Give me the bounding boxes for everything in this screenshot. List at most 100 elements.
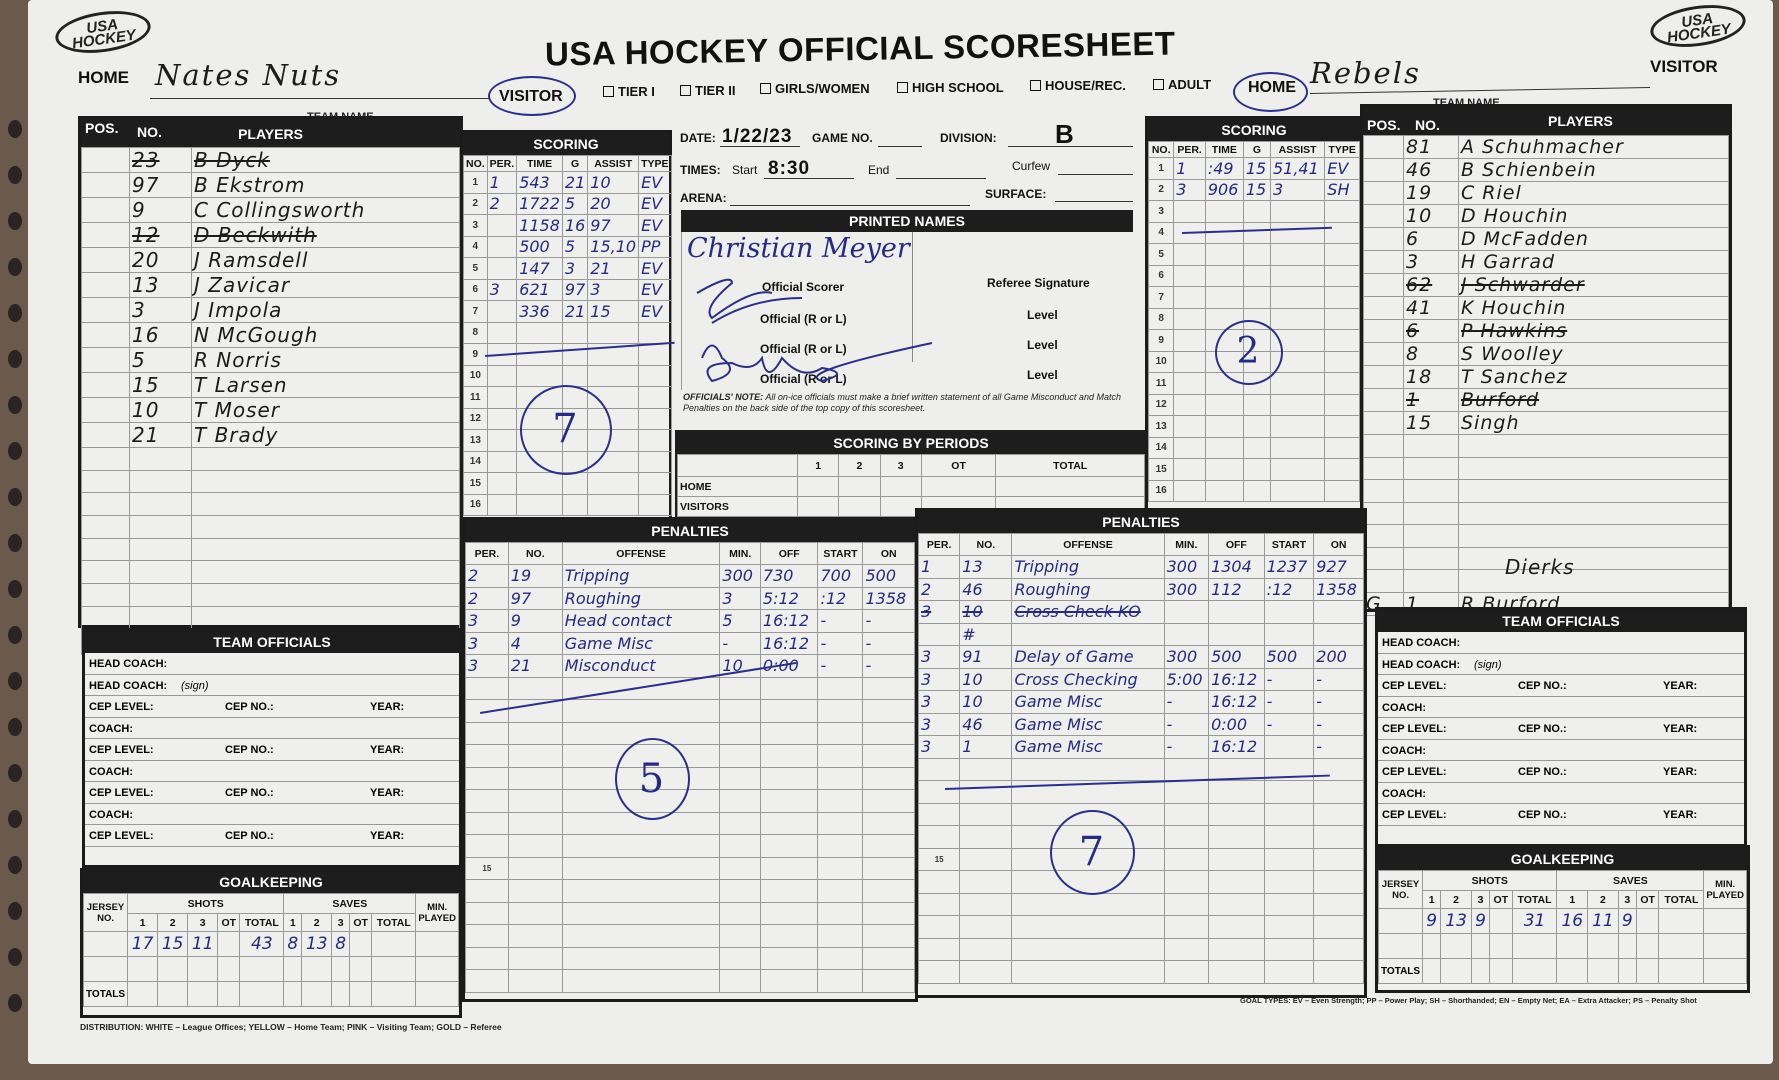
- penalty-min-cell[interactable]: [1163, 870, 1210, 894]
- penalty-offense-cell[interactable]: Tripping: [561, 564, 721, 588]
- penalty-min-cell[interactable]: 300: [1163, 645, 1210, 669]
- pos-cell[interactable]: [1363, 524, 1404, 548]
- pos-cell[interactable]: [81, 147, 130, 173]
- scoring-type-cell[interactable]: EV: [638, 192, 672, 215]
- scoring-assist-cell[interactable]: 51,41: [1269, 157, 1326, 180]
- gk-shots-cell[interactable]: [1470, 933, 1491, 959]
- penalty-no-cell[interactable]: [507, 766, 563, 790]
- scoring-per-cell[interactable]: [486, 235, 518, 258]
- gk-saves-cell[interactable]: [331, 956, 351, 982]
- player-name-cell[interactable]: D McFadden: [1458, 227, 1729, 251]
- scoring-type-cell[interactable]: PP: [638, 235, 672, 258]
- min-played-cell[interactable]: [415, 956, 459, 982]
- penalty-start-cell[interactable]: [1263, 825, 1315, 849]
- penalty-min-cell[interactable]: [719, 834, 761, 858]
- penalty-per-cell[interactable]: [465, 766, 509, 790]
- number-cell[interactable]: [1403, 501, 1459, 525]
- scoring-assist-cell[interactable]: 15,10: [587, 235, 640, 258]
- penalty-on-cell[interactable]: [1313, 825, 1364, 849]
- penalty-on-cell[interactable]: [862, 946, 915, 970]
- number-cell[interactable]: 21: [129, 422, 192, 448]
- scoring-time-cell[interactable]: [1204, 393, 1244, 416]
- pos-cell[interactable]: [1363, 250, 1404, 274]
- player-name-cell[interactable]: [1458, 456, 1729, 480]
- penalty-off-cell[interactable]: 16:12: [1208, 735, 1265, 759]
- scoring-assist-cell[interactable]: [587, 472, 640, 495]
- penalty-off-cell[interactable]: [759, 744, 819, 768]
- scoring-type-cell[interactable]: EV: [638, 257, 672, 280]
- gk-shots-cell[interactable]: [217, 956, 241, 982]
- penalty-no-cell[interactable]: [507, 789, 563, 813]
- penalty-per-cell[interactable]: 3: [465, 631, 509, 655]
- player-name-cell[interactable]: R Norris: [191, 347, 460, 373]
- penalty-start-cell[interactable]: -: [1263, 667, 1315, 691]
- penalty-start-cell[interactable]: [817, 766, 864, 790]
- penalty-offense-cell[interactable]: [1011, 757, 1165, 781]
- penalty-per-cell[interactable]: [917, 757, 961, 781]
- scoring-time-cell[interactable]: [516, 493, 563, 516]
- gk-saves-cell[interactable]: [283, 956, 303, 982]
- penalty-off-cell[interactable]: 16:12: [1208, 667, 1265, 691]
- player-name-cell[interactable]: C Collingsworth: [191, 197, 460, 223]
- penalty-per-cell[interactable]: 3: [917, 600, 961, 624]
- scoring-type-cell[interactable]: [1324, 393, 1360, 416]
- gk-shots-cell[interactable]: 17: [127, 931, 159, 957]
- scoring-type-cell[interactable]: [638, 493, 672, 516]
- penalty-min-cell[interactable]: 300: [719, 564, 761, 588]
- penalty-min-cell[interactable]: 300: [1163, 555, 1210, 579]
- player-name-cell[interactable]: D Houchin: [1458, 204, 1729, 228]
- gk-shots-cell[interactable]: [1489, 908, 1513, 934]
- gk-saves-cell[interactable]: [1587, 958, 1619, 984]
- gk-shots-cell[interactable]: 31: [1511, 908, 1558, 934]
- penalty-off-cell[interactable]: 16:12: [759, 609, 819, 633]
- scoring-per-cell[interactable]: 3: [1173, 178, 1206, 201]
- scoring-time-cell[interactable]: [1204, 200, 1244, 223]
- scoring-g-cell[interactable]: [1242, 286, 1271, 309]
- scoring-assist-cell[interactable]: 97: [587, 214, 640, 237]
- player-name-cell[interactable]: Burford: [1458, 388, 1729, 412]
- penalty-per-cell[interactable]: [917, 892, 961, 916]
- gk-saves-cell[interactable]: 8: [331, 931, 351, 957]
- penalty-offense-cell[interactable]: Head contact: [561, 609, 721, 633]
- number-cell[interactable]: 46: [1403, 158, 1459, 182]
- scoring-time-cell[interactable]: [1204, 264, 1244, 287]
- period-score-cell[interactable]: [920, 476, 997, 497]
- pos-cell[interactable]: [1363, 456, 1404, 480]
- scoring-g-cell[interactable]: 15: [1242, 157, 1271, 180]
- scoring-per-cell[interactable]: [486, 214, 518, 237]
- scoring-per-cell[interactable]: [1173, 458, 1206, 481]
- penalty-on-cell[interactable]: [862, 901, 915, 925]
- gk-saves-cell[interactable]: [1617, 958, 1637, 984]
- penalty-off-cell[interactable]: [759, 924, 819, 948]
- pos-cell[interactable]: [81, 469, 130, 494]
- scoring-type-cell[interactable]: SH: [1324, 178, 1360, 201]
- number-cell[interactable]: [1403, 434, 1459, 458]
- pos-cell[interactable]: [81, 605, 130, 630]
- penalty-min-cell[interactable]: [719, 676, 761, 700]
- penalty-min-cell[interactable]: -: [1163, 690, 1210, 714]
- penalty-offense-cell[interactable]: Game Misc: [1011, 690, 1165, 714]
- penalty-off-cell[interactable]: 730: [759, 564, 819, 588]
- scoring-type-cell[interactable]: [638, 343, 672, 366]
- penalty-no-cell[interactable]: [507, 969, 563, 993]
- penalty-min-cell[interactable]: [719, 699, 761, 723]
- penalty-min-cell[interactable]: [1163, 937, 1210, 961]
- number-cell[interactable]: 10: [1403, 204, 1459, 228]
- penalty-on-cell[interactable]: [862, 744, 915, 768]
- penalty-no-cell[interactable]: 91: [959, 645, 1013, 669]
- scoring-per-cell[interactable]: 1: [486, 171, 518, 194]
- penalty-offense-cell[interactable]: [1011, 892, 1165, 916]
- penalty-min-cell[interactable]: [1163, 960, 1210, 984]
- scoring-time-cell[interactable]: :49: [1204, 157, 1244, 180]
- gk-saves-cell[interactable]: [1556, 933, 1589, 959]
- player-name-cell[interactable]: [1458, 546, 1729, 570]
- scoring-per-cell[interactable]: [486, 300, 518, 323]
- player-name-cell[interactable]: [191, 560, 460, 585]
- penalty-min-cell[interactable]: [1163, 802, 1210, 826]
- scoring-per-cell[interactable]: [1173, 264, 1206, 287]
- scoring-type-cell[interactable]: [638, 321, 672, 344]
- gk-saves-cell[interactable]: [349, 981, 373, 1007]
- jersey-cell[interactable]: [82, 956, 129, 982]
- penalty-per-cell[interactable]: [465, 676, 509, 700]
- scoring-g-cell[interactable]: [1242, 243, 1271, 266]
